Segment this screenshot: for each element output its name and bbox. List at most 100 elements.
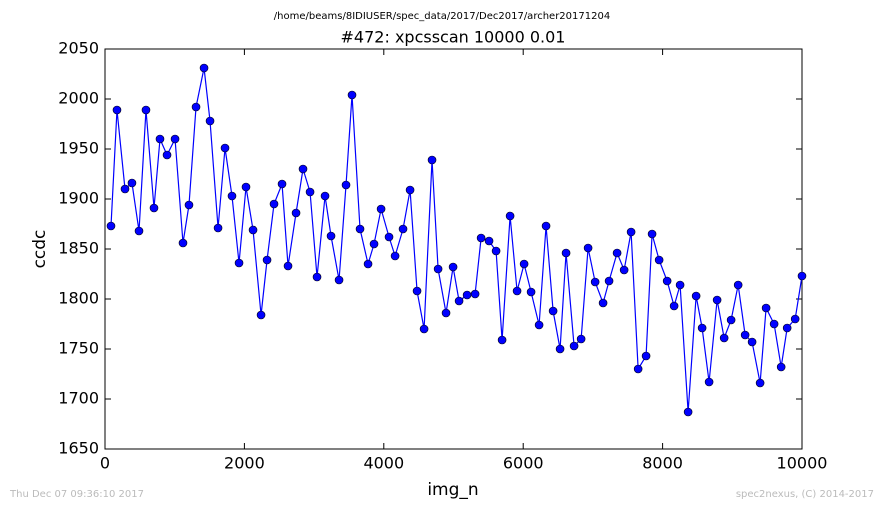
data-point bbox=[112, 105, 122, 115]
data-point bbox=[740, 330, 750, 340]
data-point bbox=[298, 164, 308, 174]
y-tick-label: 1750 bbox=[58, 339, 99, 358]
footer-right: spec2nexus, (C) 2014-2017 bbox=[736, 489, 874, 500]
data-point bbox=[590, 277, 600, 287]
data-point bbox=[484, 236, 494, 246]
data-point bbox=[134, 226, 144, 236]
data-point bbox=[712, 295, 722, 305]
data-point bbox=[376, 204, 386, 214]
data-point bbox=[149, 203, 159, 213]
data-point bbox=[491, 246, 501, 256]
data-point bbox=[769, 319, 779, 329]
data-point bbox=[312, 272, 322, 282]
data-line bbox=[110, 67, 803, 413]
x-axis-label: img_n bbox=[427, 480, 478, 500]
x-tick-label: 8000 bbox=[642, 454, 683, 473]
data-point bbox=[234, 258, 244, 268]
y-tick-label: 1900 bbox=[58, 189, 99, 208]
data-point bbox=[162, 150, 172, 160]
data-point bbox=[448, 262, 458, 272]
data-point bbox=[633, 364, 643, 374]
data-point bbox=[405, 185, 415, 195]
data-point bbox=[519, 259, 529, 269]
data-point bbox=[641, 351, 651, 361]
data-point bbox=[697, 323, 707, 333]
data-point bbox=[747, 337, 757, 347]
data-point bbox=[341, 180, 351, 190]
data-point bbox=[320, 191, 330, 201]
y-tick-label: 1800 bbox=[58, 289, 99, 308]
chart-title: /home/beams/8IDIUSER/spec_data/2017/Dec2… bbox=[274, 11, 610, 22]
data-point bbox=[555, 344, 565, 354]
plot-frame bbox=[104, 48, 803, 450]
data-point bbox=[669, 301, 679, 311]
data-point bbox=[199, 63, 209, 73]
x-tick-label: 4000 bbox=[363, 454, 404, 473]
data-point bbox=[782, 323, 792, 333]
data-point bbox=[583, 243, 593, 253]
data-point bbox=[355, 224, 365, 234]
data-point bbox=[470, 289, 480, 299]
data-point bbox=[283, 261, 293, 271]
data-point bbox=[390, 251, 400, 261]
data-point bbox=[598, 298, 608, 308]
data-point bbox=[220, 143, 230, 153]
data-point bbox=[184, 200, 194, 210]
data-point bbox=[497, 335, 507, 345]
data-point bbox=[427, 155, 437, 165]
data-point bbox=[719, 333, 729, 343]
data-point bbox=[462, 290, 472, 300]
data-point bbox=[790, 314, 800, 324]
data-point bbox=[369, 239, 379, 249]
data-point bbox=[191, 102, 201, 112]
data-point bbox=[127, 178, 137, 188]
data-point bbox=[326, 231, 336, 241]
data-point bbox=[419, 324, 429, 334]
data-point bbox=[256, 310, 266, 320]
x-tick-label: 6000 bbox=[503, 454, 544, 473]
data-point bbox=[305, 187, 315, 197]
data-point bbox=[626, 227, 636, 237]
data-point bbox=[662, 276, 672, 286]
y-tick-label: 2000 bbox=[58, 89, 99, 108]
y-tick-label: 2050 bbox=[58, 39, 99, 58]
data-point bbox=[683, 407, 693, 417]
data-point bbox=[347, 90, 357, 100]
data-point bbox=[619, 265, 629, 275]
data-point bbox=[675, 280, 685, 290]
data-point bbox=[398, 224, 408, 234]
data-point bbox=[704, 377, 714, 387]
data-point bbox=[178, 238, 188, 248]
data-point bbox=[548, 306, 558, 316]
data-point bbox=[505, 211, 515, 221]
y-axis-label: ccdc bbox=[30, 230, 50, 269]
data-point bbox=[726, 315, 736, 325]
data-point bbox=[526, 287, 536, 297]
data-point bbox=[604, 276, 614, 286]
x-tick-label: 10000 bbox=[777, 454, 828, 473]
data-point bbox=[227, 191, 237, 201]
data-point bbox=[647, 229, 657, 239]
data-point bbox=[213, 223, 223, 233]
data-point bbox=[576, 334, 586, 344]
y-tick-label: 1950 bbox=[58, 139, 99, 158]
footer-left: Thu Dec 07 09:36:10 2017 bbox=[9, 489, 144, 500]
data-point bbox=[205, 116, 215, 126]
data-point bbox=[797, 271, 807, 281]
data-point bbox=[120, 184, 130, 194]
data-point bbox=[291, 208, 301, 218]
data-point bbox=[363, 259, 373, 269]
x-tick-label: 2000 bbox=[224, 454, 265, 473]
data-point bbox=[269, 199, 279, 209]
data-point bbox=[277, 179, 287, 189]
data-point bbox=[454, 296, 464, 306]
chart-subtitle: #472: xpcsscan 10000 0.01 bbox=[341, 28, 566, 47]
y-tick-label: 1700 bbox=[58, 389, 99, 408]
data-point bbox=[776, 362, 786, 372]
data-point bbox=[241, 182, 251, 192]
y-tick-label: 1650 bbox=[58, 439, 99, 458]
data-point bbox=[733, 280, 743, 290]
data-point bbox=[106, 221, 116, 231]
data-point bbox=[761, 303, 771, 313]
